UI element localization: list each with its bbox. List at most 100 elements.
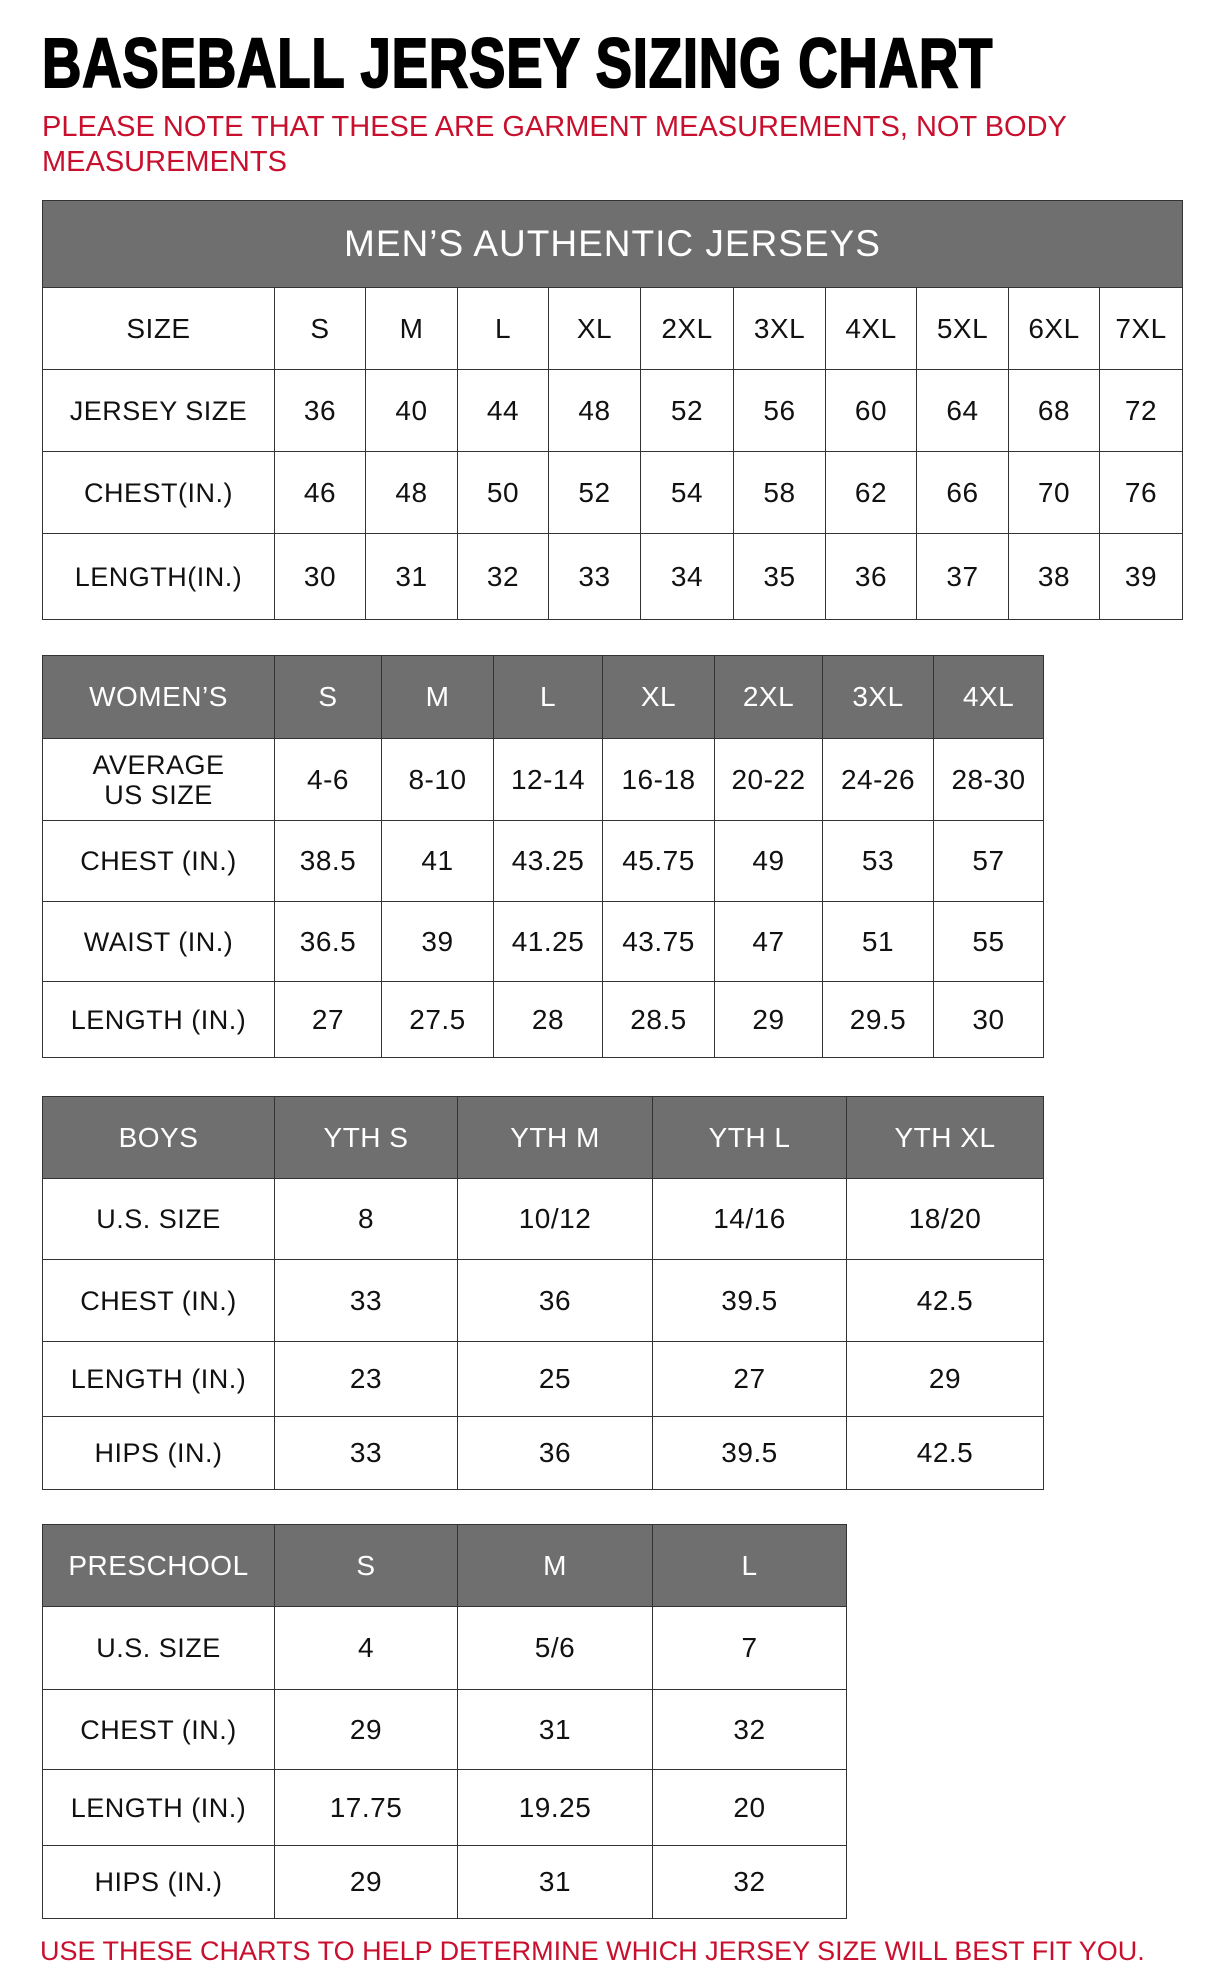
table-cell: 41 [381,820,494,902]
table-cell: 62 [825,451,917,534]
row-label: U.S. SIZE [42,1178,275,1260]
table-row: HIPS (IN.) 29 31 32 [42,1845,847,1919]
table-cell: 32 [457,533,549,620]
table-cell: 36 [274,369,366,452]
column-header: L [493,655,603,739]
table-cell: 42.5 [846,1416,1044,1490]
column-header: L [457,287,549,370]
row-label: CHEST (IN.) [42,820,275,902]
row-label-header: WOMEN’S [42,655,275,739]
table-cell: 27.5 [381,981,494,1058]
table-cell: 36 [457,1259,653,1342]
table-cell: 50 [457,451,549,534]
table-cell: 33 [274,1416,458,1490]
column-header: YTH L [652,1096,847,1179]
womens-size-table: WOMEN’S S M L XL 2XL 3XL 4XL AVERAGE US SIZE 4-6 8… [42,655,1044,1058]
table-cell: 36.5 [274,901,382,982]
table-cell: 39.5 [652,1416,847,1490]
table-row: U.S. SIZE 8 10/12 14/16 18/20 [42,1178,1044,1260]
table-row: LENGTH (IN.) 23 25 27 29 [42,1341,1044,1417]
table-cell: 45.75 [602,820,715,902]
row-label: HIPS (IN.) [42,1845,275,1919]
table-banner-title: MEN’S AUTHENTIC JERSEYS [41,200,1184,288]
table-header-row: PRESCHOOL S M L [42,1524,847,1607]
table-cell: 28.5 [602,981,715,1058]
table-cell: 43.25 [493,820,603,902]
table-cell: 42.5 [846,1259,1044,1342]
table-cell: 30 [933,981,1044,1058]
table-cell: 31 [365,533,458,620]
row-label-header: BOYS [42,1096,275,1179]
table-cell: 37 [916,533,1009,620]
table-cell: 16-18 [602,738,715,821]
row-label: CHEST (IN.) [42,1259,275,1342]
table-cell: 46 [274,451,366,534]
column-header: 5XL [916,287,1009,370]
table-cell: 52 [548,451,641,534]
column-header: 7XL [1098,287,1184,370]
table-cell: 14/16 [652,1178,847,1260]
column-header: L [652,1524,847,1607]
table-cell: 20-22 [714,738,823,821]
column-header: YTH M [457,1096,653,1179]
table-cell: 10/12 [457,1178,653,1260]
table-row: HIPS (IN.) 33 36 39.5 42.5 [42,1416,1044,1490]
table-row: WAIST (IN.) 36.5 39 41.25 43.75 47 51 55 [42,901,1044,982]
row-label: LENGTH (IN.) [42,1769,275,1846]
column-header: 4XL [933,655,1044,739]
table-cell: 28 [493,981,603,1058]
table-cell: 29 [274,1689,458,1770]
table-cell: 8 [274,1178,458,1260]
row-label: LENGTH(IN.) [42,533,275,620]
table-cell: 28-30 [933,738,1044,821]
table-cell: 36 [457,1416,653,1490]
table-row: CHEST (IN.) 33 36 39.5 42.5 [42,1259,1044,1342]
table-cell: 31 [457,1845,653,1919]
row-label: JERSEY SIZE [42,369,275,452]
table-cell: 64 [916,369,1009,452]
table-cell: 18/20 [846,1178,1044,1260]
column-header: M [365,287,458,370]
table-cell: 39.5 [652,1259,847,1342]
table-cell: 66 [916,451,1009,534]
table-cell: 68 [1008,369,1100,452]
table-cell: 27 [274,981,382,1058]
table-row: U.S. SIZE 4 5/6 7 [42,1606,847,1690]
table-cell: 32 [652,1845,847,1919]
table-header-row: SIZE S M L XL 2XL 3XL 4XL 5XL 6XL 7XL [42,287,1184,370]
column-header: M [381,655,494,739]
table-cell: 40 [365,369,458,452]
table-cell: 7 [652,1606,847,1690]
footer-note: USE THESE CHARTS TO HELP DETERMINE WHICH… [40,1936,1145,1966]
mens-size-table: MEN’S AUTHENTIC JERSEYS SIZE S M L XL 2XL 3XL 4X… [41,200,1184,620]
table-cell: 25 [457,1341,653,1417]
table-row: LENGTH (IN.) 17.75 19.25 20 [42,1769,847,1846]
garment-note: PLEASE NOTE THAT THESE ARE GARMENT MEASU… [42,111,1067,178]
table-row: CHEST (IN.) 29 31 32 [42,1689,847,1770]
column-header: YTH XL [846,1096,1044,1179]
table-row: AVERAGE US SIZE 4-6 8-10 12-14 16-18 20-22 24-… [42,738,1044,821]
column-header: XL [548,287,641,370]
table-cell: 32 [652,1689,847,1770]
table-cell: 24-26 [822,738,934,821]
column-header: S [274,655,382,739]
table-cell: 52 [640,369,734,452]
table-row: CHEST (IN.) 38.5 41 43.25 45.75 49 53 57 [42,820,1044,902]
table-cell: 39 [1098,533,1184,620]
column-header: 3XL [822,655,934,739]
table-cell: 4 [274,1606,458,1690]
table-cell: 47 [714,901,823,982]
table-cell: 51 [822,901,934,982]
table-header-row: BOYS YTH S YTH M YTH L YTH XL [42,1096,1044,1179]
table-cell: 56 [733,369,826,452]
table-cell: 17.75 [274,1769,458,1846]
table-cell: 55 [933,901,1044,982]
table-cell: 29 [846,1341,1044,1417]
column-header: YTH S [274,1096,458,1179]
table-cell: 48 [365,451,458,534]
table-cell: 72 [1098,369,1184,452]
table-cell: 76 [1098,451,1184,534]
table-cell: 33 [548,533,641,620]
table-cell: 60 [825,369,917,452]
table-cell: 38.5 [274,820,382,902]
